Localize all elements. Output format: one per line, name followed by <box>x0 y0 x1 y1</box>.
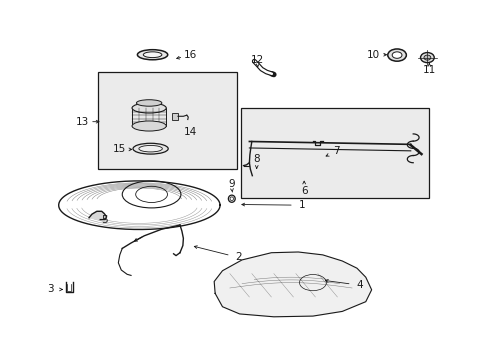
Polygon shape <box>214 252 371 317</box>
Text: 1: 1 <box>298 200 305 210</box>
Bar <box>132 108 166 126</box>
Ellipse shape <box>133 143 168 154</box>
Text: 5: 5 <box>101 215 108 225</box>
Text: 2: 2 <box>234 252 241 262</box>
Polygon shape <box>89 211 106 220</box>
Text: 4: 4 <box>355 280 362 290</box>
Text: 9: 9 <box>227 179 234 189</box>
Text: 14: 14 <box>183 127 197 138</box>
Ellipse shape <box>132 103 166 113</box>
Ellipse shape <box>228 195 235 202</box>
Ellipse shape <box>143 52 162 58</box>
Bar <box>172 113 178 120</box>
Ellipse shape <box>136 100 162 106</box>
Ellipse shape <box>420 53 433 63</box>
Bar <box>240 108 428 198</box>
Text: 16: 16 <box>183 50 197 60</box>
Ellipse shape <box>132 121 166 131</box>
Text: 7: 7 <box>332 146 339 156</box>
Text: 8: 8 <box>253 154 260 164</box>
Text: 12: 12 <box>250 55 264 66</box>
Text: 15: 15 <box>112 144 126 154</box>
Ellipse shape <box>137 50 167 60</box>
Ellipse shape <box>423 55 430 60</box>
Ellipse shape <box>391 52 401 58</box>
Text: 3: 3 <box>47 284 54 294</box>
Ellipse shape <box>139 145 162 152</box>
Bar <box>98 72 237 169</box>
Text: 13: 13 <box>75 117 89 127</box>
Text: 11: 11 <box>422 65 435 75</box>
Text: 10: 10 <box>366 50 379 60</box>
Ellipse shape <box>229 197 233 201</box>
Ellipse shape <box>387 49 406 61</box>
Text: 6: 6 <box>300 186 307 196</box>
